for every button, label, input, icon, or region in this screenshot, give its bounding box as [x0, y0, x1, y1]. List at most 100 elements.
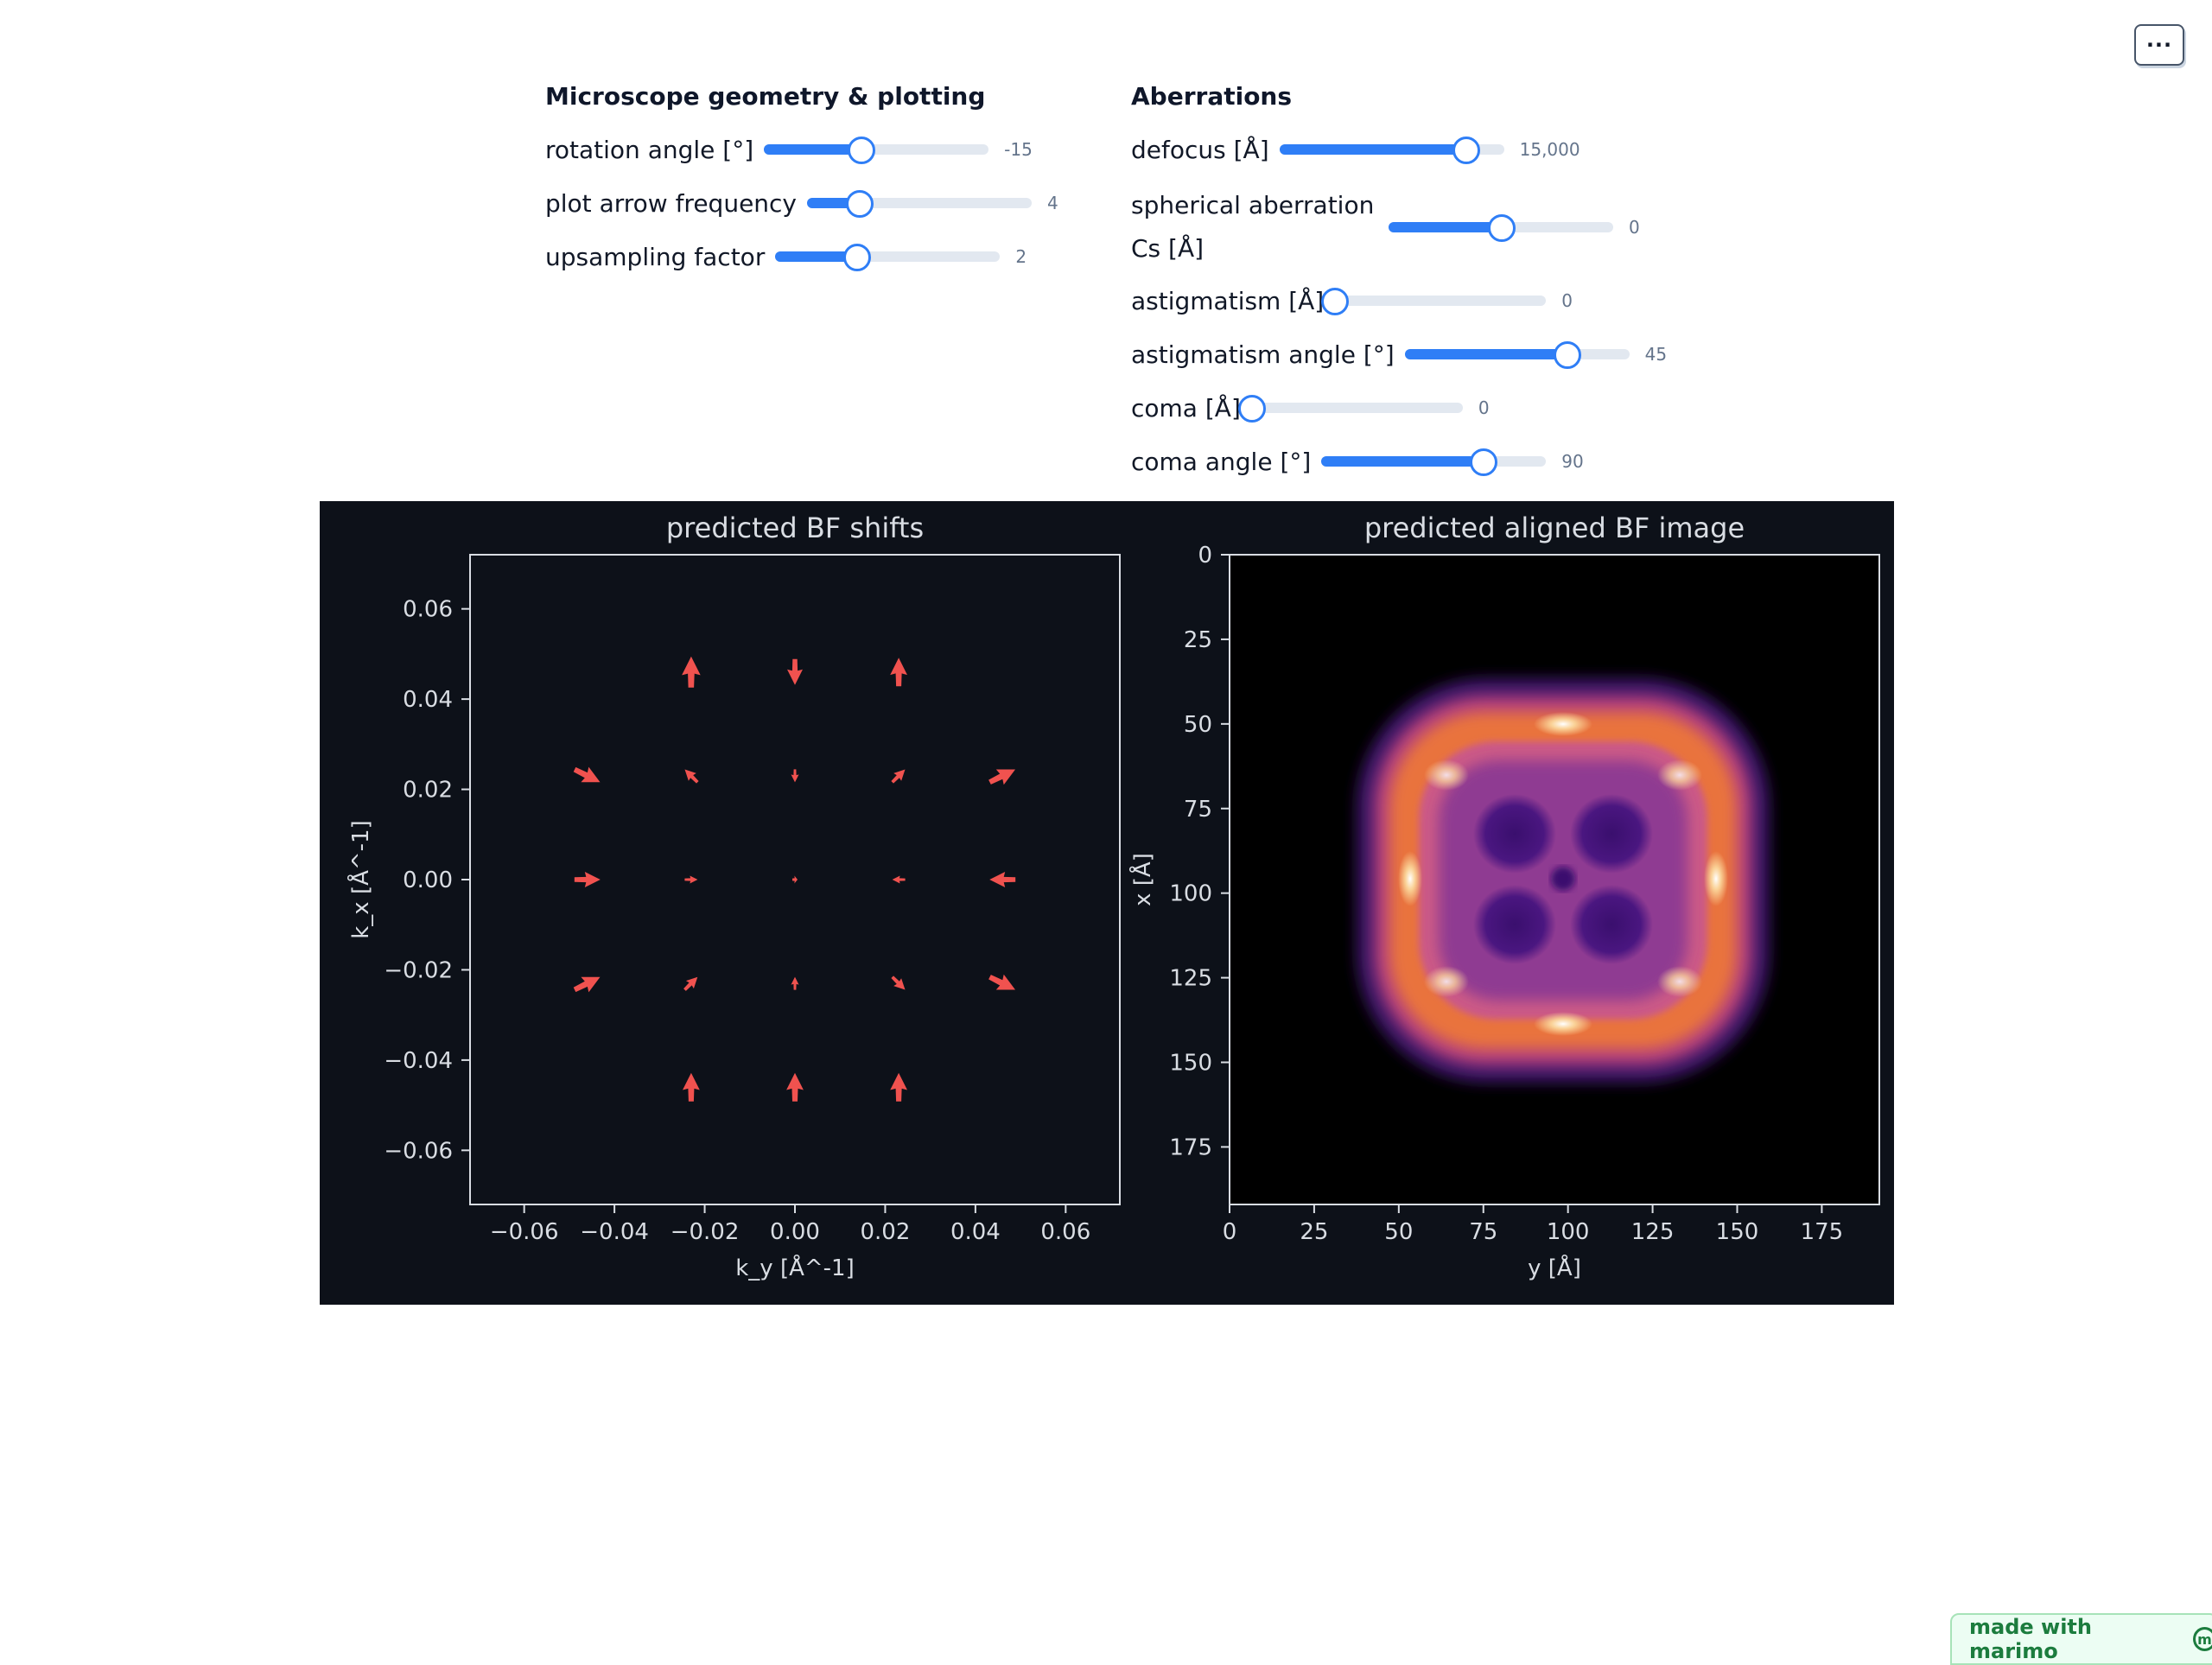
- slider-label: plot arrow frequency: [545, 188, 798, 218]
- notebook-menu-button[interactable]: ···: [2134, 24, 2184, 66]
- x-tick-label: 0.04: [950, 1219, 1001, 1245]
- y-tick-label: −0.04: [384, 1048, 453, 1074]
- bf-shifts-chart: predicted BF shifts −0.06 −0.04 −0.02 0.00 0.…: [346, 512, 1121, 1281]
- shift-arrow: [989, 872, 1016, 887]
- slider-fill: [775, 251, 856, 262]
- image-bright-spot: [1424, 759, 1469, 791]
- x-tick-label: 125: [1631, 1219, 1675, 1245]
- upsampling-factor-slider[interactable]: [775, 244, 1001, 271]
- slider-value: 0: [1561, 290, 1573, 311]
- shift-arrow: [791, 769, 799, 783]
- image-bright-spot: [1424, 966, 1469, 997]
- shift-arrow: [892, 875, 906, 884]
- y-tick-label: 150: [1169, 1051, 1212, 1077]
- coma-angle-slider[interactable]: [1321, 448, 1547, 476]
- slider-thumb[interactable]: [1452, 137, 1481, 164]
- geometry-section-title: Microscope geometry & plotting: [545, 82, 986, 111]
- astigmatism-slider[interactable]: [1321, 288, 1547, 315]
- shift-arrow: [792, 875, 798, 884]
- slider-fill: [1279, 144, 1466, 155]
- figure-svg: predicted BF shifts −0.06 −0.04 −0.02 0.00 0.…: [346, 512, 1880, 1281]
- slider-thumb[interactable]: [1321, 288, 1350, 315]
- image-center-spot: [1551, 867, 1575, 891]
- bf-image-chart: predicted aligned BF image 0 0 25 25 50 50 75 75…: [1128, 512, 1880, 1281]
- slider-label: defocus [Å]: [1131, 135, 1269, 164]
- x-axis-label: k_y [Å^-1]: [735, 1254, 855, 1281]
- slider-value: 45: [1644, 344, 1668, 365]
- spherical-aberration-slider[interactable]: [1389, 214, 1613, 242]
- shift-arrow: [891, 769, 906, 784]
- slider-thumb[interactable]: [1553, 341, 1581, 369]
- slider-label: spherical aberration Cs [Å]: [1131, 191, 1375, 263]
- plot-arrow-frequency-slider[interactable]: [807, 190, 1033, 218]
- x-tick-label: 25: [1300, 1219, 1328, 1245]
- x-tick-label: 150: [1716, 1219, 1759, 1245]
- slider-value: 15,000: [1519, 139, 1580, 160]
- slider-thumb[interactable]: [1237, 395, 1266, 423]
- made-with-marimo-badge[interactable]: made with marimo m: [1950, 1613, 2212, 1665]
- image-bright-spot: [1534, 1012, 1592, 1036]
- bf-image-heatmap: [1230, 555, 1879, 1204]
- shift-arrow: [684, 875, 698, 884]
- shift-arrow: [684, 769, 699, 784]
- badge-label: made with marimo: [1969, 1615, 2092, 1663]
- slider-value: 2: [1015, 246, 1027, 267]
- x-tick-label: 0: [1223, 1219, 1237, 1245]
- slider-label: coma [Å]: [1131, 393, 1241, 423]
- defocus-slider-row: defocus [Å] 15,000: [1131, 128, 1580, 171]
- slider-thumb[interactable]: [1488, 214, 1516, 242]
- coma-slider[interactable]: [1237, 395, 1463, 423]
- marimo-logo-icon: m: [2192, 1627, 2212, 1651]
- x-tick-label: 0.02: [860, 1219, 910, 1245]
- y-tick-label: 100: [1169, 881, 1212, 907]
- slider-label: astigmatism [Å]: [1131, 286, 1325, 315]
- slider-value: 4: [1047, 193, 1058, 213]
- astigmatism-slider-row: astigmatism [Å] 0: [1131, 279, 1573, 322]
- x-axis-label: y [Å]: [1528, 1254, 1581, 1281]
- spherical-aberration-slider-row: spherical aberration Cs [Å] 0: [1131, 184, 1640, 270]
- image-dark-lobe: [1570, 794, 1653, 874]
- x-tick-label: 75: [1469, 1219, 1497, 1245]
- astigmatism-angle-slider[interactable]: [1404, 341, 1630, 369]
- slider-fill: [1321, 456, 1484, 467]
- coma-angle-slider-row: coma angle [°] 90: [1131, 440, 1584, 483]
- y-tick-label: −0.06: [384, 1138, 453, 1164]
- slider-thumb[interactable]: [1470, 448, 1498, 476]
- defocus-slider[interactable]: [1279, 137, 1504, 164]
- y-tick-label: 0.00: [403, 867, 453, 893]
- slider-label: upsampling factor: [545, 242, 766, 271]
- shift-arrow: [786, 1072, 804, 1102]
- x-tick-label: 0.00: [770, 1219, 820, 1245]
- y-tick-label: 125: [1169, 966, 1212, 992]
- slider-label: rotation angle [°]: [545, 135, 754, 164]
- y-tick-label: 0.04: [403, 687, 453, 713]
- y-tick-label: 50: [1184, 712, 1212, 738]
- slider-thumb[interactable]: [842, 244, 871, 271]
- image-dark-lobe: [1473, 885, 1556, 964]
- x-tick-label: −0.06: [490, 1219, 559, 1245]
- rotation-angle-slider[interactable]: [764, 137, 989, 164]
- y-axis-label: x [Å]: [1128, 853, 1156, 906]
- chart-title: predicted BF shifts: [666, 512, 924, 544]
- coma-slider-row: coma [Å] 0: [1131, 386, 1490, 429]
- shift-arrow: [988, 769, 1015, 785]
- x-tick-label: −0.02: [671, 1219, 740, 1245]
- image-dark-lobe: [1473, 794, 1556, 874]
- image-frame: [1229, 554, 1880, 1205]
- rotation-angle-slider-row: rotation angle [°] -15: [545, 128, 1033, 171]
- shift-arrow: [682, 656, 701, 688]
- plot-arrow-frequency-slider-row: plot arrow frequency 4: [545, 181, 1058, 225]
- slider-fill: [764, 144, 861, 155]
- y-tick-label: 175: [1169, 1134, 1212, 1160]
- shift-arrow: [573, 766, 601, 783]
- slider-fill: [1389, 222, 1501, 232]
- chart-title: predicted aligned BF image: [1364, 512, 1745, 544]
- y-tick-label: 0.02: [403, 778, 453, 804]
- image-bright-spot: [1657, 966, 1702, 997]
- slider-thumb[interactable]: [847, 137, 875, 164]
- shift-arrow: [574, 872, 601, 887]
- shift-arrow: [890, 1072, 907, 1102]
- y-tick-label: 25: [1184, 627, 1212, 653]
- slider-thumb[interactable]: [845, 190, 874, 218]
- shift-arrow: [683, 1072, 700, 1102]
